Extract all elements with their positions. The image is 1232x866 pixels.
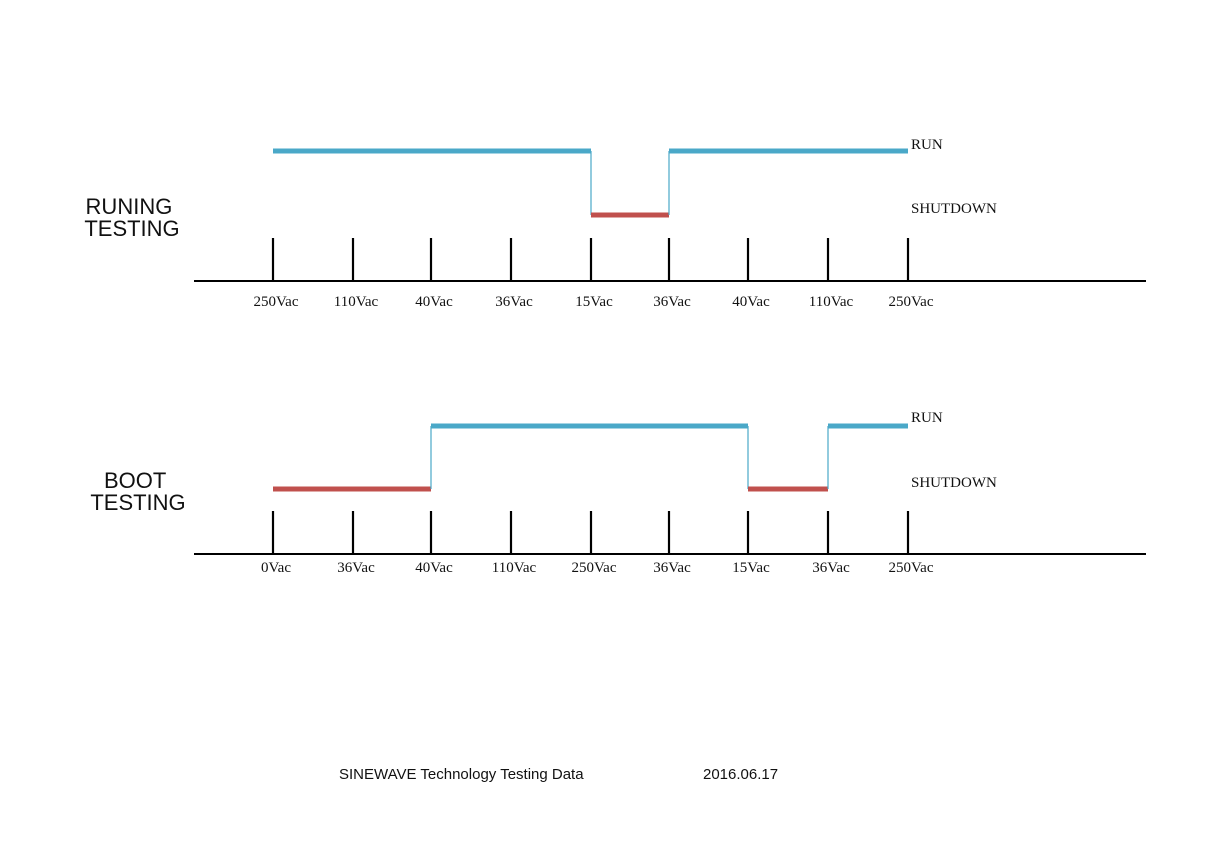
state-signal bbox=[273, 148, 908, 218]
tick-marks bbox=[271, 238, 910, 281]
tick-label: 110Vac bbox=[809, 294, 854, 310]
tick-label: 40Vac bbox=[732, 294, 770, 310]
tick-marks bbox=[271, 511, 910, 554]
tick-label: 36Vac bbox=[653, 560, 691, 576]
footer-date: 2016.06.17 bbox=[703, 766, 778, 783]
tick-label: 250Vac bbox=[889, 294, 934, 310]
tick-label: 36Vac bbox=[653, 294, 691, 310]
tick-label: 15Vac bbox=[732, 560, 770, 576]
tick-label: 110Vac bbox=[334, 294, 379, 310]
panel-title: BOOT TESTING bbox=[90, 468, 185, 515]
tick-label: 40Vac bbox=[415, 294, 453, 310]
panel-title-line-1: RUNING bbox=[86, 194, 173, 219]
panel-title-line-2: TESTING bbox=[84, 216, 179, 241]
tick-labels: 250Vac 110Vac 40Vac 36Vac 15Vac 36Vac 40Vac 110… bbox=[254, 294, 934, 310]
tick-label: 36Vac bbox=[337, 560, 375, 576]
panel-title-line-1: BOOT bbox=[104, 468, 166, 493]
tick-label: 0Vac bbox=[261, 560, 291, 576]
run-state-label: RUN bbox=[911, 137, 943, 153]
panel-title-line-2: TESTING bbox=[90, 490, 185, 515]
runing-testing-panel: RUNING TESTING RUN SHUTDOWN 250Vac 110Vac… bbox=[84, 137, 1146, 310]
tick-label: 250Vac bbox=[254, 294, 299, 310]
run-state-label: RUN bbox=[911, 410, 943, 426]
tick-label: 250Vac bbox=[889, 560, 934, 576]
shutdown-state-label: SHUTDOWN bbox=[911, 201, 997, 217]
footer-caption: SINEWAVE Technology Testing Data bbox=[339, 766, 584, 783]
tick-label: 15Vac bbox=[575, 294, 613, 310]
tick-labels: 0Vac 36Vac 40Vac 110Vac 250Vac 36Vac 15Vac 36Va… bbox=[261, 560, 934, 576]
tick-label: 40Vac bbox=[415, 560, 453, 576]
panel-title: RUNING TESTING bbox=[84, 194, 179, 241]
tick-label: 36Vac bbox=[812, 560, 850, 576]
tick-label: 36Vac bbox=[495, 294, 533, 310]
shutdown-state-label: SHUTDOWN bbox=[911, 475, 997, 491]
state-signal bbox=[273, 423, 908, 492]
tick-label: 110Vac bbox=[492, 560, 537, 576]
boot-testing-panel: BOOT TESTING RUN SHUTDOWN 0Vac 36Vac 40Vac… bbox=[90, 410, 1146, 576]
tick-label: 250Vac bbox=[572, 560, 617, 576]
